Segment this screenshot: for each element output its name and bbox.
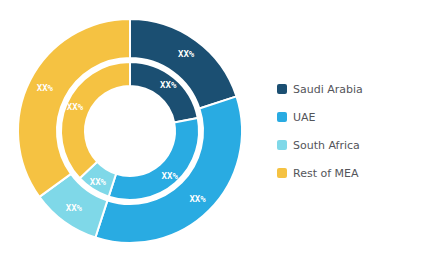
svg-text:Saudi Arabia: Saudi Arabia [293,83,363,96]
svg-text:XX%: XX% [67,102,84,112]
svg-text:XX%: XX% [90,177,107,187]
svg-text:XX%: XX% [189,194,206,204]
svg-text:Rest of MEA: Rest of MEA [293,167,359,180]
svg-text:XX%: XX% [160,80,177,90]
svg-text:XX%: XX% [162,171,179,181]
svg-text:XX%: XX% [178,49,195,59]
svg-text:XX%: XX% [66,203,83,213]
svg-text:XX%: XX% [37,83,54,93]
svg-text:South Africa: South Africa [293,139,360,152]
svg-text:UAE: UAE [293,111,316,124]
